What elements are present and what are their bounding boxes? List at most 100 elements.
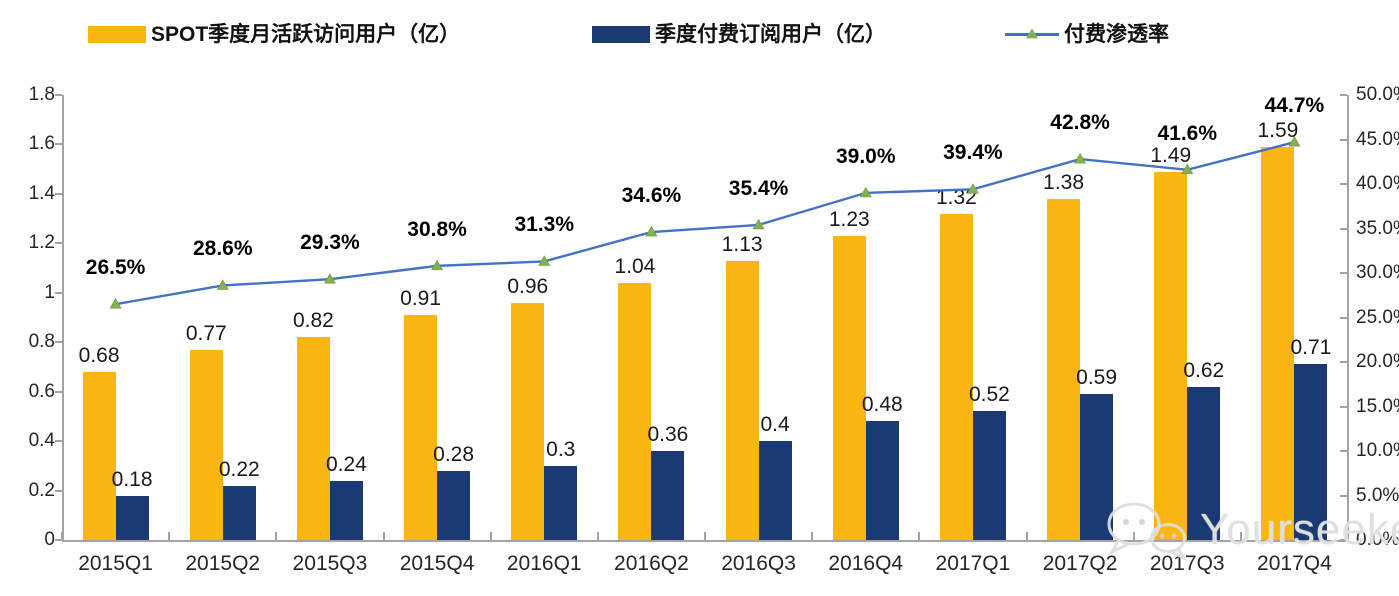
- right-axis-tick: [1340, 450, 1347, 452]
- x-axis-line: [62, 540, 1349, 542]
- right-axis-tick: [1340, 94, 1347, 96]
- x-axis-category-label: 2017Q4: [1257, 552, 1332, 575]
- penetration-line-path: [115, 141, 1295, 306]
- right-axis-label: 15.0%: [1356, 395, 1399, 417]
- mau-bar: [404, 315, 438, 540]
- right-axis-tick: [1340, 539, 1347, 541]
- mau-bar: [1261, 146, 1295, 540]
- right-axis-label: 20.0%: [1356, 351, 1399, 372]
- right-axis-label: 30.0%: [1356, 262, 1399, 283]
- x-axis-category-label: 2015Q3: [292, 552, 368, 575]
- subscribers-legend-label: 季度付费订阅用户（亿）: [655, 23, 886, 46]
- x-axis-tick: [811, 532, 814, 540]
- subscribers-bar-value-label: 0.28: [433, 442, 475, 466]
- x-axis-category-label: 2015Q1: [78, 552, 153, 575]
- penetration-value-label: 29.3%: [300, 231, 360, 255]
- right-axis-label: 10.0%: [1356, 440, 1399, 461]
- left-axis-tick: [55, 341, 62, 344]
- x-axis-category-label: 2015Q4: [399, 552, 475, 575]
- x-axis-category-label: 2015Q2: [185, 552, 261, 575]
- triangle-marker-icon: [431, 259, 444, 271]
- right-axis-line: [1347, 95, 1349, 540]
- left-axis-tick: [55, 143, 62, 146]
- penetration-value-label: 26.5%: [85, 256, 146, 280]
- x-axis-category-label: 2016Q2: [614, 552, 689, 575]
- mau-bar-value-label: 1.59: [1257, 118, 1299, 142]
- right-axis-tick: [1340, 138, 1347, 141]
- right-axis-tick: [1340, 183, 1347, 185]
- legend-item-penetration: 付费渗透率: [1005, 18, 1169, 48]
- x-axis-tick: [275, 532, 278, 540]
- penetration-value-label: 41.6%: [1157, 121, 1218, 145]
- left-axis-tick: [55, 539, 62, 541]
- triangle-marker-icon: [1026, 28, 1038, 39]
- penetration-value-label: 39.4%: [943, 141, 1003, 165]
- mau-bar: [1047, 198, 1081, 540]
- subscribers-bar-value-label: 0.18: [111, 467, 153, 491]
- mau-bar: [82, 371, 116, 540]
- subscribers-bar: [1187, 386, 1221, 540]
- x-axis-category-label: 2017Q1: [935, 552, 1011, 575]
- triangle-marker-icon: [752, 218, 765, 230]
- penetration-value-label: 35.4%: [728, 176, 789, 200]
- subscribers-bar-value-label: 0.3: [546, 437, 576, 461]
- left-axis-label: 0.6: [28, 380, 55, 402]
- right-axis-tick: [1340, 361, 1347, 363]
- subscribers-bar: [865, 421, 899, 540]
- subscribers-bar-value-label: 0.59: [1076, 366, 1118, 390]
- mau-bar-value-label: 1.38: [1043, 170, 1085, 194]
- right-axis-label: 25.0%: [1356, 306, 1399, 328]
- subscribers-bar-value-label: 0.71: [1290, 336, 1332, 360]
- left-axis-label: 0.4: [28, 430, 55, 452]
- left-axis-tick: [55, 489, 62, 492]
- subscribers-bar-value-label: 0.48: [861, 393, 903, 417]
- subscribers-bar: [544, 465, 578, 540]
- x-axis-category-label: 2017Q3: [1149, 552, 1225, 575]
- subscribers-bar: [758, 441, 792, 540]
- mau-legend-label: SPOT季度月活跃访问用户（亿）: [151, 23, 461, 46]
- left-axis-tick: [55, 440, 62, 443]
- mau-bar-value-label: 0.68: [78, 343, 120, 367]
- mau-bar: [939, 213, 973, 540]
- mau-bar: [296, 337, 330, 540]
- penetration-value-label: 44.7%: [1264, 94, 1325, 118]
- subscribers-bar-value-label: 0.4: [760, 413, 790, 437]
- subscribers-bar-value-label: 0.24: [325, 452, 367, 476]
- subscribers-bar: [972, 411, 1006, 540]
- triangle-marker-icon: [966, 183, 979, 194]
- mau-bar-value-label: 1.13: [721, 232, 763, 256]
- left-axis-label: 1.8: [28, 84, 55, 105]
- triangle-marker-icon: [538, 255, 551, 266]
- x-axis-category-label: 2017Q2: [1042, 552, 1118, 575]
- subscribers-bar-value-label: 0.36: [647, 423, 689, 446]
- triangle-marker-icon: [216, 279, 229, 290]
- legend-item-mau: SPOT季度月活跃访问用户（亿）: [88, 18, 460, 48]
- x-axis-tick: [1025, 532, 1028, 540]
- subscribers-bar-value-label: 0.52: [968, 383, 1010, 407]
- mau-bar-value-label: 1.49: [1150, 143, 1192, 167]
- mau-bar-value-label: 0.96: [507, 274, 549, 298]
- right-axis-label: 50.0%: [1356, 84, 1399, 105]
- subscribers-bar: [437, 470, 471, 540]
- penetration-value-label: 39.0%: [835, 144, 896, 168]
- mau-bar-value-label: 1.23: [828, 207, 870, 231]
- mau-bar: [189, 349, 223, 540]
- triangle-marker-icon: [1288, 136, 1301, 147]
- left-axis-label: 1.4: [28, 182, 55, 204]
- triangle-marker-icon: [109, 298, 122, 309]
- x-axis-tick: [382, 532, 385, 540]
- x-axis-tick: [489, 532, 492, 540]
- subscribers-legend-swatch: [592, 25, 650, 43]
- x-axis-category-label: 2016Q1: [506, 552, 582, 575]
- right-axis-tick: [1340, 494, 1347, 497]
- penetration-value-label: 34.6%: [621, 184, 682, 208]
- right-axis-tick: [1340, 405, 1347, 408]
- left-axis-line: [62, 95, 64, 540]
- penetration-value-label: 30.8%: [407, 217, 467, 241]
- left-axis-label: 1.6: [28, 133, 55, 155]
- subscribers-bar: [651, 451, 685, 540]
- mau-bar: [725, 260, 759, 540]
- triangle-marker-icon: [645, 225, 658, 237]
- left-axis-label: 0: [44, 529, 55, 550]
